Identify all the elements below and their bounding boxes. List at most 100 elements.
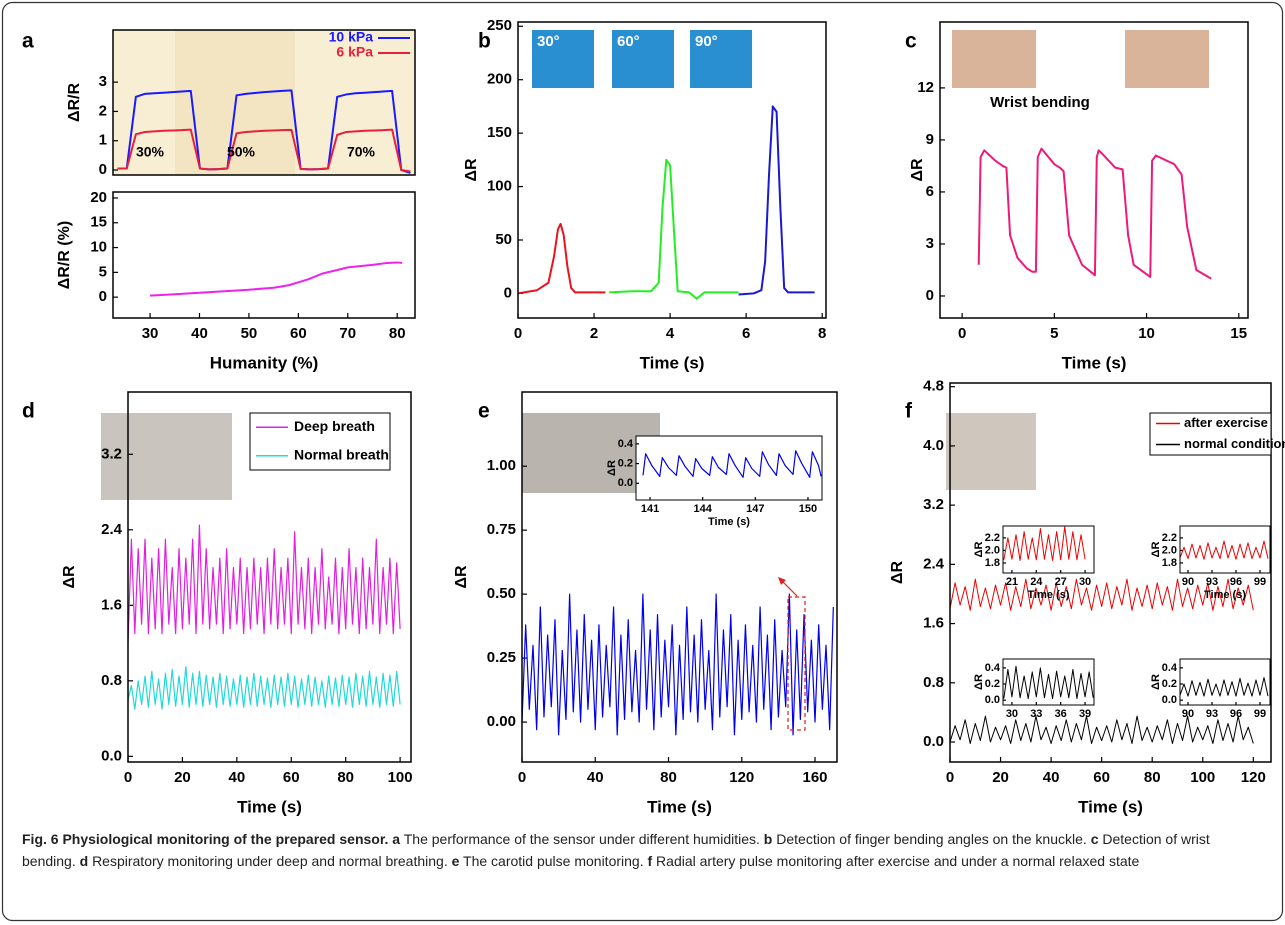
- inset-background: [636, 436, 822, 500]
- caption-text: Detection of wrist bending.: [22, 831, 1210, 869]
- series-line: [1179, 677, 1269, 697]
- series-line: [127, 666, 401, 710]
- series-line: [150, 261, 403, 297]
- series-line: [949, 578, 1254, 611]
- y-tick-label: 10: [90, 239, 107, 256]
- y-tick-label: 0.2: [618, 457, 633, 469]
- x-tick-label: 0: [958, 325, 966, 342]
- inset-chart: 0.0 0.2 0.4 141 144 147 150 ΔR Time (s): [606, 435, 823, 528]
- series-line: [738, 105, 815, 296]
- y-tick-label: 2.0: [1162, 544, 1177, 556]
- caption-label: c: [1090, 831, 1099, 847]
- legend-label: 6 kPa: [336, 44, 373, 60]
- series-line: [609, 158, 739, 300]
- y-axis-label: ΔR/R: [66, 83, 83, 123]
- x-tick-label: 0: [514, 325, 522, 342]
- caption-label: d: [79, 853, 89, 869]
- x-tick-label: 40: [191, 325, 208, 342]
- x-tick-label: 30: [1079, 576, 1091, 588]
- y-tick-label: 1.6: [923, 615, 944, 632]
- legend-box: [249, 412, 391, 471]
- legend-label: Normal breath: [294, 446, 389, 462]
- y-tick-label: 0.8: [923, 674, 944, 691]
- caption-label: b: [763, 831, 773, 847]
- y-tick-label: 2.2: [985, 532, 1000, 544]
- x-tick-label: 21: [1006, 576, 1018, 588]
- x-axis-label: Time (s): [640, 353, 705, 372]
- x-tick-label: 96: [1230, 576, 1242, 588]
- inset-background: [1003, 526, 1094, 573]
- series-line: [1003, 665, 1094, 700]
- x-tick-label: 80: [660, 769, 677, 786]
- photo-label: 60°: [617, 33, 640, 50]
- x-tick-label: 160: [803, 769, 828, 786]
- y-tick-label: 0.0: [923, 733, 944, 750]
- chart: 0 5 10 15 20 30 40 50 60 70 80 ΔR/R (%) Humanity (%): [56, 189, 416, 372]
- annotation: 70%: [347, 144, 376, 160]
- x-tick-label: 80: [337, 769, 354, 786]
- y-tick-label: 0.4: [985, 662, 1001, 674]
- plot-frame: [112, 191, 416, 319]
- plot-frame: [521, 391, 838, 763]
- series-line: [977, 147, 1212, 280]
- y-tick-label: 4.0: [923, 437, 944, 454]
- photo-label: 90°: [695, 33, 718, 50]
- x-tick-label: 100: [388, 769, 413, 786]
- y-tick-label: 0.00: [487, 713, 516, 730]
- plot-frame: [1179, 658, 1271, 706]
- series-line: [517, 222, 606, 295]
- y-tick-label: 0.2: [1162, 678, 1177, 690]
- panel-label: b: [478, 30, 491, 53]
- x-tick-label: 70: [339, 325, 356, 342]
- background-band: [113, 30, 175, 175]
- y-tick-label: 0.75: [487, 521, 516, 538]
- x-tick-label: 147: [746, 503, 764, 515]
- x-tick-label: 144: [693, 503, 712, 515]
- y-tick-label: 15: [90, 214, 107, 231]
- x-tick-label: 36: [1055, 708, 1067, 720]
- photo: [1125, 30, 1209, 88]
- photo: [952, 30, 1036, 88]
- x-tick-label: 60: [290, 325, 307, 342]
- y-tick-label: 0.0: [1162, 694, 1177, 706]
- y-tick-label: 1.8: [985, 557, 1000, 569]
- caption-text: Detection of finger bending angles on th…: [776, 831, 1087, 847]
- x-tick-label: 0: [518, 769, 526, 786]
- y-tick-label: 0: [504, 284, 512, 301]
- x-tick-label: 20: [992, 769, 1009, 786]
- series-line: [127, 524, 401, 644]
- legend-label: after exercise: [1184, 415, 1268, 430]
- x-tick-label: 10: [1138, 325, 1155, 342]
- y-tick-label: 0.2: [985, 678, 1000, 690]
- x-tick-label: 99: [1254, 708, 1266, 720]
- legend-label: Deep breath: [294, 418, 375, 434]
- x-axis-label: Time (s): [1204, 589, 1246, 601]
- caption-text: Respiratory monitoring under deep and no…: [92, 853, 448, 869]
- series-line: [1003, 526, 1086, 561]
- legend-label: normal condition: [1184, 436, 1285, 451]
- series-line: [117, 128, 411, 173]
- y-tick-label: 1.8: [1162, 557, 1177, 569]
- photo: [532, 30, 594, 88]
- plot-frame: [635, 435, 823, 501]
- arrow: [780, 579, 798, 597]
- arrow-head: [778, 577, 786, 585]
- y-axis-label: ΔR/R (%): [56, 221, 73, 289]
- caption-label: a: [392, 831, 401, 847]
- y-tick-label: 3.2: [101, 445, 122, 462]
- y-tick-label: 0.8: [101, 672, 122, 689]
- x-tick-label: 15: [1230, 325, 1247, 342]
- y-tick-label: 4.8: [923, 378, 944, 395]
- x-tick-label: 90: [1182, 576, 1194, 588]
- x-tick-label: 30: [142, 325, 159, 342]
- annotation: Wrist bending: [990, 94, 1090, 111]
- inset-background: [1003, 659, 1094, 705]
- x-tick-label: 30: [1006, 708, 1018, 720]
- x-tick-label: 6: [742, 325, 750, 342]
- y-tick-label: 3: [926, 235, 934, 252]
- y-tick-label: 0.4: [618, 438, 634, 450]
- inset-chart: 1.82.02.2 21 24 27 30 ΔR Time (s): [973, 525, 1095, 601]
- caption-title: Fig. 6 Physiological monitoring of the p…: [22, 831, 389, 847]
